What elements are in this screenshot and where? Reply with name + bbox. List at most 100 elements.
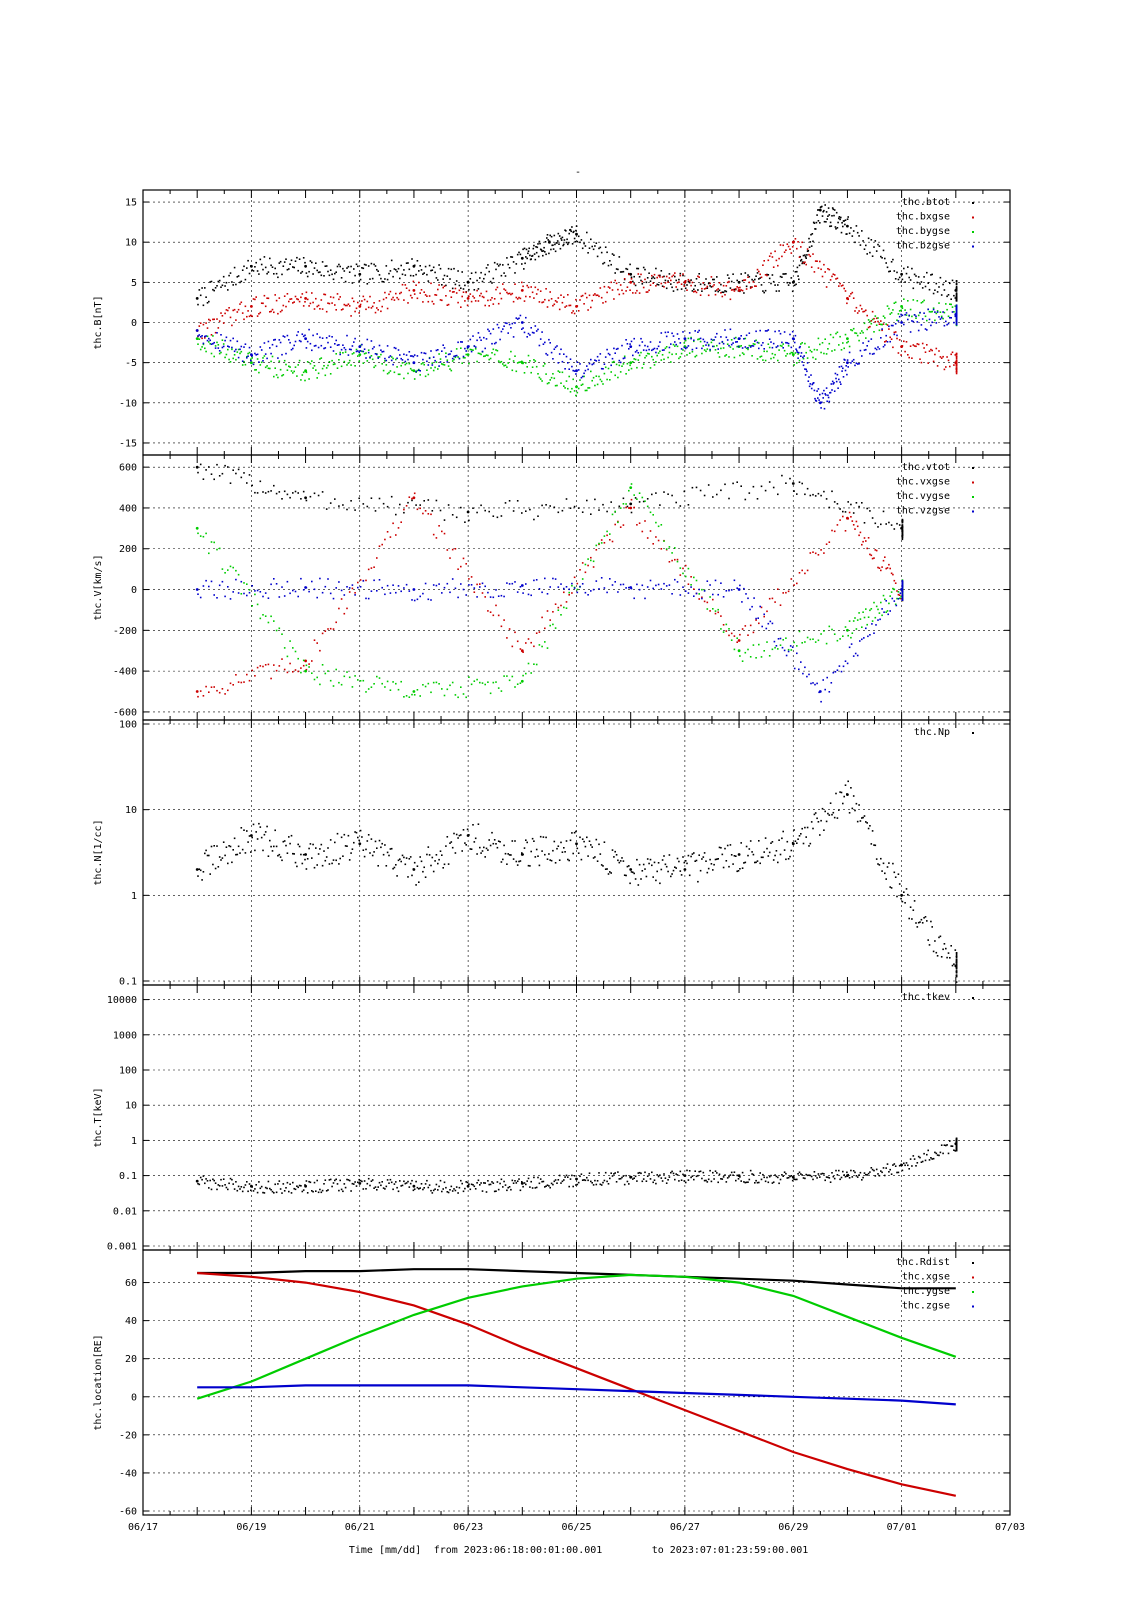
series-point-thc.bygse <box>558 371 561 373</box>
series-point-thc.bxgse <box>392 296 394 299</box>
series-point-thc.btot <box>602 262 604 265</box>
series-point-thc.vxgse <box>552 611 554 613</box>
series-point-thc.btot <box>874 240 877 242</box>
series-point-thc.vtot <box>283 490 286 493</box>
series-point-thc.vzgse <box>684 590 687 592</box>
series-point-thc.bygse <box>873 331 875 333</box>
series-point-thc.vygse <box>856 619 859 621</box>
series-point-thc.bxgse <box>256 315 259 317</box>
series-point-thc.vxgse <box>861 543 863 546</box>
series-point-thc.bxgse <box>633 283 635 285</box>
series-point-thc.bzgse <box>362 350 365 353</box>
series-point-thc.Np <box>630 871 633 873</box>
series-point-thc.btot <box>374 265 377 267</box>
series-point-thc.btot <box>802 261 804 263</box>
series-point-thc.vzgse <box>698 588 700 591</box>
series-point-thc.bygse <box>694 355 696 358</box>
series-point-thc.Np <box>629 882 631 885</box>
series-point-thc.bygse <box>697 338 699 341</box>
series-point-thc.bxgse <box>680 283 683 285</box>
series-point-thc.vygse <box>730 639 733 641</box>
series-point-thc.bygse <box>282 374 285 376</box>
series-point-thc.vzgse <box>844 660 847 662</box>
series-point-thc.btot <box>220 286 222 288</box>
series-point-thc.bxgse <box>915 345 917 348</box>
series-point-thc.bygse <box>609 379 611 381</box>
series-point-thc.bygse <box>833 349 836 351</box>
series-point-thc.bzgse <box>292 347 294 350</box>
series-point-thc.bzgse <box>317 346 320 349</box>
series-point-thc.vzgse <box>657 583 660 586</box>
series-point-thc.btot <box>789 282 791 284</box>
series-point-thc.vygse <box>741 660 744 662</box>
series-point-thc.Np <box>214 867 217 870</box>
series-point-thc.vtot <box>646 498 649 500</box>
series-point-thc.bzgse <box>483 336 485 339</box>
series-point-thc.Np <box>701 858 703 860</box>
series-point-thc.bygse <box>946 308 948 311</box>
series-point-thc.vzgse <box>901 593 904 595</box>
series-point-thc.btot <box>518 251 520 254</box>
series-point-thc.vtot <box>229 482 232 484</box>
series-point-thc.vtot <box>901 521 904 524</box>
series-point-thc.vygse <box>476 678 478 681</box>
series-point-thc.Np <box>828 814 831 816</box>
series-point-thc.vygse <box>728 628 730 630</box>
series-point-thc.vxgse <box>281 658 283 660</box>
series-point-thc.bygse <box>399 373 401 376</box>
series-point-thc.btot <box>231 281 233 283</box>
series-point-thc.vygse <box>611 513 614 516</box>
series-point-thc.btot <box>293 266 295 269</box>
series-point-thc.bzgse <box>260 349 263 351</box>
series-point-thc.Np <box>610 872 612 874</box>
series-point-thc.bzgse <box>939 318 942 320</box>
series-point-thc.vygse <box>663 540 665 542</box>
series-point-thc.btot <box>652 276 654 278</box>
series-point-thc.vxgse <box>600 539 603 541</box>
series-point-thc.bzgse <box>822 397 824 399</box>
series-point-thc.btot <box>665 287 668 290</box>
series-point-thc.bygse <box>787 345 790 347</box>
series-point-thc.bzgse <box>924 328 927 330</box>
series-point-thc.btot <box>697 289 699 291</box>
series-point-thc.vygse <box>862 611 864 613</box>
series-point-thc.btot <box>225 281 228 284</box>
series-point-thc.bygse <box>366 360 369 362</box>
data-point-thc.bxgse <box>791 240 795 244</box>
series-point-thc.bzgse <box>419 370 421 372</box>
series-point-thc.bygse <box>710 341 713 344</box>
series-point-thc.tkev <box>317 1191 320 1194</box>
y-tick-label: 10 <box>125 238 137 249</box>
series-point-thc.vzgse <box>611 584 614 586</box>
series-point-thc.Np <box>735 855 737 857</box>
series-point-thc.btot <box>772 280 775 283</box>
series-point-thc.bzgse <box>837 387 839 389</box>
series-point-thc.bzgse <box>823 407 826 410</box>
series-point-thc.btot <box>873 246 875 248</box>
series-point-thc.tkev <box>370 1180 373 1182</box>
series-point-thc.bzgse <box>408 351 411 353</box>
series-point-thc.bzgse <box>875 348 878 351</box>
series-point-thc.vtot <box>525 510 527 512</box>
series-point-thc.vxgse <box>611 540 614 543</box>
series-point-thc.bygse <box>474 348 477 350</box>
series-point-thc.vzgse <box>897 598 900 600</box>
series-point-thc.vtot <box>836 503 839 505</box>
series-point-thc.btot <box>894 278 897 280</box>
series-point-thc.bxgse <box>544 298 546 301</box>
series-point-thc.bygse <box>197 343 199 345</box>
series-point-thc.vxgse <box>614 523 616 526</box>
series-point-thc.bygse <box>483 355 485 358</box>
series-point-thc.bygse <box>607 367 610 370</box>
series-point-thc.vzgse <box>901 580 904 583</box>
series-point-thc.bygse <box>847 340 849 343</box>
series-point-thc.btot <box>869 251 871 254</box>
series-point-thc.vxgse <box>232 684 234 686</box>
series-point-thc.bygse <box>516 362 519 364</box>
series-point-thc.bzgse <box>604 356 607 358</box>
series-point-thc.btot <box>542 254 544 257</box>
series-point-thc.Np <box>511 840 514 842</box>
series-point-thc.bxgse <box>214 331 217 334</box>
series-point-thc.bxgse <box>653 273 656 276</box>
series-point-thc.bygse <box>500 360 503 363</box>
